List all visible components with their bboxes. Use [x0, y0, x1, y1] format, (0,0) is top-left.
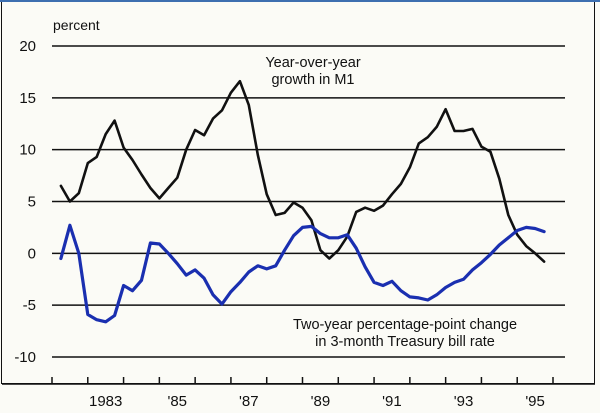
y-tick-labels: 20 15 10 5 0 -5 -10 [14, 38, 36, 366]
y-tick-label: 10 [19, 142, 36, 159]
m1-series-label-line1: Year-over-year [265, 55, 361, 71]
tbill-series-label-line1: Two-year percentage-point change [293, 317, 517, 333]
m1-series-label-line2: growth in M1 [271, 72, 354, 88]
x-tick-label: '89 [311, 393, 331, 410]
tbill-series-label-line2: in 3-month Treasury bill rate [315, 334, 495, 350]
y-tick-label: 5 [28, 194, 36, 211]
y-tick-label: 20 [19, 38, 36, 55]
x-tick-label: '85 [167, 393, 187, 410]
x-tick-label: '91 [382, 393, 402, 410]
y-tick-label: -5 [23, 297, 36, 314]
x-tick-label: 1983 [89, 393, 122, 410]
y-tick-label: -10 [14, 349, 36, 366]
x-tick-label: '95 [525, 393, 545, 410]
m1-growth-line [59, 79, 546, 263]
tbill-change-line [59, 223, 546, 324]
x-axis: 1983 '85 '87 '89 '91 '93 '95 [2, 377, 595, 410]
y-axis-label: percent [53, 17, 100, 33]
top-border-strip [0, 0, 600, 2]
gridlines [52, 45, 565, 358]
y-tick-label: 0 [28, 245, 36, 262]
x-tick-label: '87 [239, 393, 259, 410]
y-tick-label: 15 [19, 90, 36, 107]
x-tick-label: '93 [454, 393, 474, 410]
series-lines [59, 79, 546, 324]
